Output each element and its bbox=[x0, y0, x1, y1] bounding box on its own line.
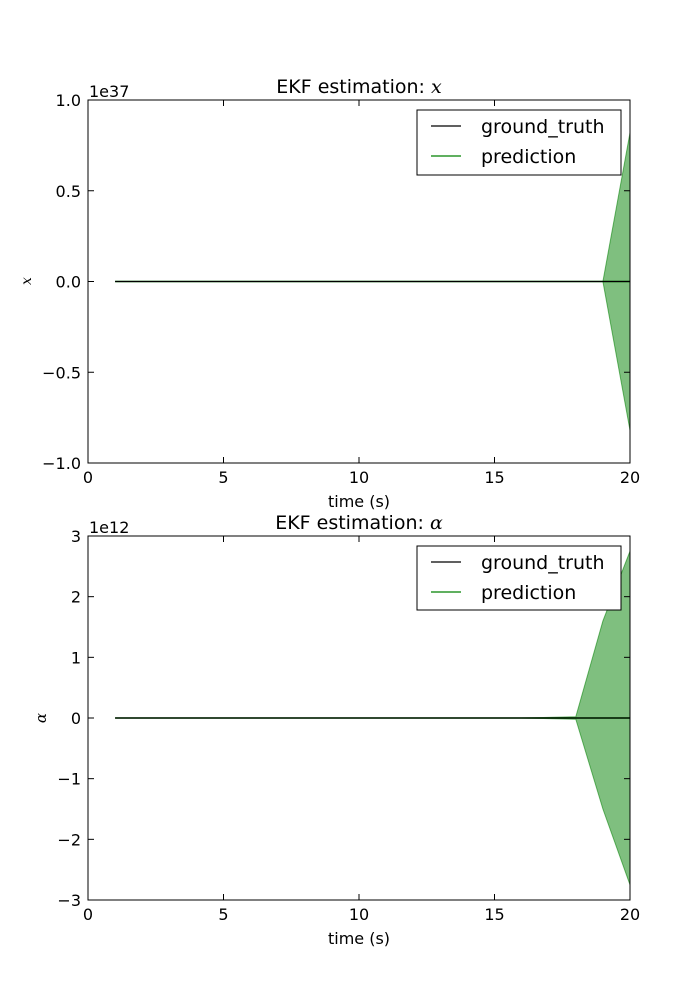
plot-alpha-legend: ground_truth prediction bbox=[416, 545, 622, 611]
plot-x-y-tick-label: 0.0 bbox=[56, 273, 81, 292]
plot-x-xlabel: time (s) bbox=[328, 492, 390, 511]
plot-x-x-tick-label: 10 bbox=[349, 468, 369, 487]
plot-alpha-y-tick-label: 1 bbox=[71, 648, 81, 667]
plot-alpha-offset-label: 1e12 bbox=[89, 518, 129, 537]
plot-x-x-tick-label: 5 bbox=[218, 468, 228, 487]
plot-alpha-title: EKF estimation: α bbox=[275, 512, 443, 534]
plot-x-y-tick-label: 0.5 bbox=[56, 182, 81, 201]
plot-alpha-title-symbol: α bbox=[430, 512, 443, 534]
plot-alpha-x-tick-label: 0 bbox=[83, 905, 93, 924]
plot-x-x-tick-label: 0 bbox=[83, 468, 93, 487]
plot-alpha-ylabel: α bbox=[32, 713, 50, 723]
plot-x-ylabel: x bbox=[19, 277, 35, 285]
plot-alpha-legend-label-prediction: prediction bbox=[481, 582, 576, 604]
plot-x-y-tick-label: 1.0 bbox=[56, 91, 81, 110]
plot-x-y-tick-label: −0.5 bbox=[42, 363, 81, 382]
plot-alpha-xlabel: time (s) bbox=[328, 929, 390, 948]
plot-alpha-x-tick-label: 15 bbox=[484, 905, 504, 924]
plot-x-legend-label-ground-truth: ground_truth bbox=[481, 116, 605, 138]
plot-alpha-x-tick-label: 5 bbox=[218, 905, 228, 924]
plot-alpha-legend-box bbox=[416, 545, 622, 611]
plot-alpha-y-tick-label: 2 bbox=[71, 588, 81, 607]
plot-x-legend-box bbox=[416, 109, 622, 176]
plot-x-legend-label-prediction: prediction bbox=[481, 146, 576, 168]
plot-x-x-tick-label: 15 bbox=[484, 468, 504, 487]
plot-alpha-legend-label-ground-truth: ground_truth bbox=[481, 552, 605, 574]
plot-alpha-y-tick-label: 0 bbox=[71, 709, 81, 728]
plot-x-title-text: EKF estimation: bbox=[276, 76, 431, 98]
plot-alpha-y-tick-label: −2 bbox=[57, 830, 81, 849]
plot-x-title-symbol: x bbox=[431, 76, 442, 98]
plot-alpha-y-tick-label: −3 bbox=[57, 891, 81, 910]
plot-alpha-y-tick-label: −1 bbox=[57, 770, 81, 789]
plot-x-legend: ground_truth prediction bbox=[416, 109, 622, 176]
plot-x-estimation: 0 5 10 15 20 1.0 0.5 0.0 −0.5 −1.0 EKF estimation… bbox=[19, 76, 640, 511]
plot-x-y-tick-label: −1.0 bbox=[42, 454, 81, 473]
plot-x-x-tick-label: 20 bbox=[620, 468, 640, 487]
plot-x-title: EKF estimation: x bbox=[276, 76, 442, 98]
plot-alpha-title-text: EKF estimation: bbox=[275, 512, 430, 534]
plot-x-offset-label: 1e37 bbox=[89, 82, 129, 101]
plot-alpha-x-tick-label: 20 bbox=[620, 905, 640, 924]
plot-alpha-x-tick-label: 10 bbox=[349, 905, 369, 924]
plot-alpha-y-tick-label: 3 bbox=[71, 527, 81, 546]
